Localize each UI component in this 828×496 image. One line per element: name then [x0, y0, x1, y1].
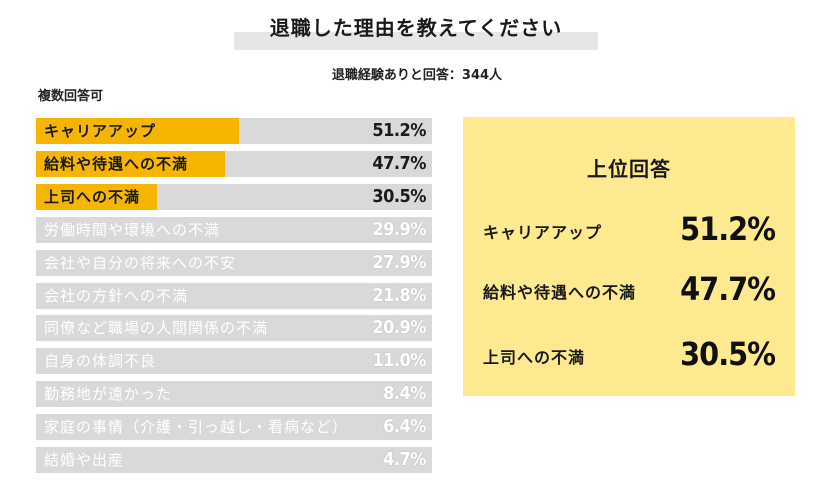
- bar: [36, 150, 225, 177]
- bar-value-label: 6.4%: [383, 416, 426, 438]
- bar-value-label: 21.8%: [372, 284, 426, 306]
- bar-value-label: 29.9%: [372, 218, 426, 240]
- bar-row: 勤務地が遠かった 8.4%: [36, 381, 432, 408]
- bar-category-label: 結婚や出産: [44, 451, 125, 469]
- bar-row: 家庭の事情（介護・引っ越し・看病など） 6.4%: [36, 414, 432, 441]
- bar-category-label: 自身の体調不良: [44, 352, 157, 371]
- bar-value-label: 8.4%: [383, 383, 426, 405]
- multiple-answer-note: 複数回答可: [38, 89, 104, 104]
- top-answer-label: 給料や待遇への不満: [483, 283, 637, 302]
- bar-value-label: 27.9%: [372, 251, 426, 273]
- panel-title: 上位回答: [587, 157, 671, 181]
- bar-row: 上司への不満 30.5%: [36, 183, 432, 210]
- bar-row: 会社の方針への不満 21.8%: [36, 282, 432, 309]
- bar-value-label: 30.5%: [372, 185, 426, 207]
- bar-row: 自身の体調不良 11.0%: [36, 348, 432, 375]
- bar: [36, 118, 239, 144]
- bar-row: 労働時間や環境への不満 29.9%: [36, 216, 432, 243]
- title-underline: [234, 32, 598, 50]
- bar-row: 給料や待遇への不満 47.7%: [36, 150, 432, 177]
- bar-category-label: 会社の方針への不満: [44, 286, 189, 305]
- chart-title: 退職した理由を教えてください: [269, 16, 563, 40]
- bar-category-label: 家庭の事情（介護・引っ越し・看病など）: [44, 418, 349, 437]
- top-answer-value: 51.2%: [680, 210, 776, 248]
- bar-row: 同僚など職場の人間関係の不満 20.9%: [36, 315, 432, 342]
- bar-category-label: 同僚など職場の人間関係の不満: [44, 319, 269, 338]
- bar-category-label: 労働時間や環境への不満: [44, 220, 221, 239]
- bar-value-label: 47.7%: [372, 152, 426, 174]
- top-answer-value: 47.7%: [680, 270, 776, 308]
- bar-category-label: キャリアアップ: [44, 122, 157, 140]
- top-answer-value: 30.5%: [680, 335, 776, 373]
- bar: [36, 183, 157, 210]
- bar-value-label: 20.9%: [372, 317, 426, 339]
- bar-row: 結婚や出産 4.7%: [36, 447, 432, 473]
- top-answer-1: キャリアアップ 51.2%: [463, 209, 795, 249]
- bar-category-label: 勤務地が遠かった: [44, 385, 173, 404]
- bar-category-label: 上司への不満: [44, 187, 141, 206]
- bar-value-label: 4.7%: [383, 449, 426, 470]
- top-answer-2: 給料や待遇への不満 47.7%: [463, 269, 795, 309]
- bar-value-label: 11.0%: [372, 350, 426, 372]
- bar-row: キャリアアップ 51.2%: [36, 118, 432, 144]
- top-answer-label: キャリアアップ: [483, 223, 603, 242]
- top-answer-3: 上司への不満 30.5%: [463, 334, 795, 374]
- bar-category-label: 会社や自分の将来への不安: [44, 253, 237, 272]
- bar-category-label: 給料や待遇への不満: [44, 154, 189, 173]
- top-answers-panel: 上位回答 キャリアアップ 51.2% 給料や待遇への不満 47.7% 上司への不…: [463, 117, 795, 396]
- chart-subtitle: 退職経験ありと回答：344人: [331, 68, 503, 83]
- bar-value-label: 51.2%: [372, 120, 426, 141]
- top-answer-label: 上司への不満: [483, 348, 586, 367]
- bar-row: 会社や自分の将来への不安 27.9%: [36, 249, 432, 276]
